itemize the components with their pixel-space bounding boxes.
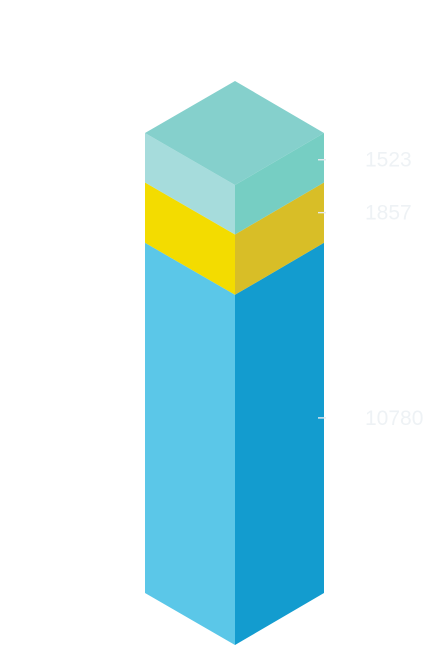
segment-value-label: 1857 [365, 202, 412, 225]
bar-segment-10780 [145, 242, 324, 645]
bar-segment-front-face [145, 242, 235, 645]
bar-segment-1523 [145, 133, 324, 235]
bar-segments [145, 81, 324, 645]
segment-value-label: 10780 [365, 407, 423, 430]
bar-segment-side-face [235, 242, 324, 645]
bar-segment-side-face [235, 182, 324, 295]
bar-segment-front-face [145, 182, 235, 295]
segment-labels: 10780 1857 1523 [318, 149, 423, 430]
segment-value-label: 1523 [365, 149, 412, 172]
bar-top-face [145, 81, 324, 185]
bar-segment-1857 [145, 182, 324, 295]
bar-segment-front-face [145, 133, 235, 235]
bar-segment-side-face [235, 133, 324, 235]
